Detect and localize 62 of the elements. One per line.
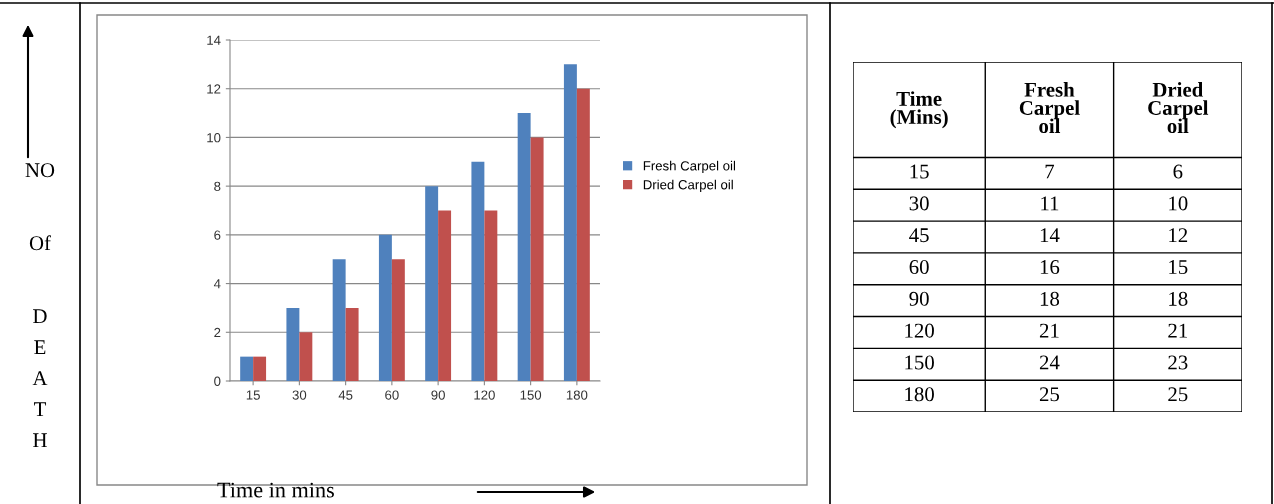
text: 24 <box>1039 355 1060 370</box>
y-tick-label: 2 <box>214 327 221 338</box>
text: 25 <box>1168 387 1188 402</box>
bar <box>530 137 544 381</box>
text: 6 <box>1173 164 1183 179</box>
text: 15 <box>910 164 929 179</box>
bar <box>563 64 577 381</box>
y-tick-label: 8 <box>214 181 221 192</box>
text: 30 <box>909 196 929 211</box>
text: 90 <box>909 291 929 306</box>
x-tick-label: 120 <box>474 390 495 400</box>
bar <box>286 307 300 381</box>
text: 14 <box>1040 228 1060 243</box>
bar <box>345 307 359 381</box>
bar <box>471 161 485 381</box>
legend-label: Fresh Carpel oil <box>643 160 736 174</box>
text: 12 <box>1169 228 1188 243</box>
text: 23 <box>1168 355 1188 370</box>
bar <box>299 332 313 381</box>
bar <box>425 186 439 381</box>
y-tick-label: 10 <box>207 133 221 143</box>
x-tick-label: 180 <box>566 390 588 400</box>
text: 21 <box>1168 323 1187 338</box>
y-tick-label: 14 <box>207 35 221 45</box>
x-tick-label: 90 <box>431 390 445 400</box>
text: 18 <box>1169 291 1188 306</box>
text: 45 <box>909 228 929 243</box>
category-label: Fresh Carpel oil <box>1019 82 1080 134</box>
text: 150 <box>905 355 934 370</box>
x-tick-label: 15 <box>246 390 260 400</box>
bar <box>484 210 498 381</box>
bar <box>576 88 590 381</box>
text: 15 <box>1169 260 1188 275</box>
text: NO Of DEATH <box>25 163 55 448</box>
text: 21 <box>1039 323 1059 338</box>
y-tick-label: 6 <box>214 230 221 240</box>
x-tick-label: 150 <box>520 390 542 400</box>
text: 25 <box>1039 387 1060 402</box>
bar <box>332 259 346 381</box>
text: 18 <box>1040 291 1060 306</box>
text: 16 <box>1040 260 1060 275</box>
bar <box>391 259 405 381</box>
text: 10 <box>1169 196 1188 211</box>
legend-label: Dried Carpel oil <box>643 179 733 192</box>
text: 120 <box>905 323 934 338</box>
bar <box>240 356 254 381</box>
y-tick-label: 12 <box>207 84 221 94</box>
y-tick-label: 4 <box>213 279 221 289</box>
bar <box>253 356 267 381</box>
x-tick-label: 60 <box>385 390 399 400</box>
text: 60 <box>909 259 929 275</box>
bar <box>517 113 531 381</box>
category-label: Time (Mins) <box>890 91 948 129</box>
y-tick-label: 0 <box>214 376 221 386</box>
text: 11 <box>1041 196 1059 211</box>
text: 7 <box>1045 164 1055 179</box>
bar <box>438 210 452 381</box>
bar <box>378 234 392 381</box>
x-tick-label: 45 <box>338 390 353 400</box>
x-axis-title: Time in mins <box>217 482 334 498</box>
x-tick-label: 30 <box>292 390 307 400</box>
category-label: Dried Carpel oil <box>1148 82 1209 134</box>
